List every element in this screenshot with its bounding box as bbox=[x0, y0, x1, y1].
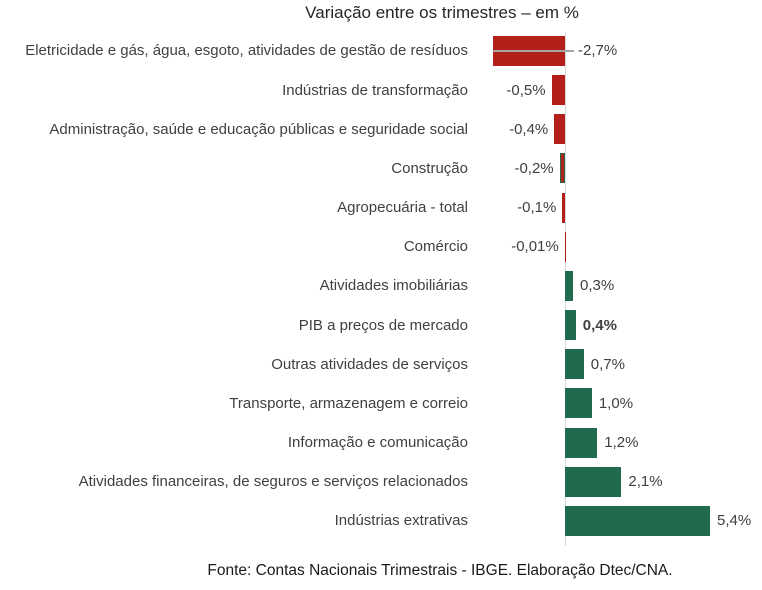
chart-row: Atividades financeiras, de seguros e ser… bbox=[0, 462, 762, 501]
bar-positive bbox=[565, 388, 592, 419]
chart-row: Administração, saúde e educação públicas… bbox=[0, 110, 762, 149]
bar-positive bbox=[565, 427, 598, 458]
bar-positive bbox=[565, 349, 584, 380]
category-label: Indústrias extrativas bbox=[334, 512, 468, 530]
category-label: Indústrias de transformação bbox=[282, 81, 468, 99]
category-label: Comércio bbox=[403, 238, 468, 256]
chart-row: Atividades imobiliárias 0,3% bbox=[0, 266, 762, 305]
chart-row: PIB a preços de mercado 0,4% bbox=[0, 306, 762, 345]
category-label: Administração, saúde e educação públicas… bbox=[49, 120, 468, 138]
bar-negative bbox=[559, 153, 565, 184]
category-label: Construção bbox=[391, 159, 468, 177]
value-label: 0,3% bbox=[580, 277, 615, 295]
bar-positive bbox=[565, 505, 710, 536]
bar-positive bbox=[565, 270, 574, 301]
bar-positive bbox=[565, 466, 622, 497]
value-label: -0,2% bbox=[514, 159, 554, 177]
value-label: -0,1% bbox=[517, 199, 557, 217]
category-label: Eletricidade e gás, água, esgoto, ativid… bbox=[25, 42, 468, 60]
chart-row: Eletricidade e gás, água, esgoto, ativid… bbox=[0, 31, 762, 70]
bar-negative bbox=[562, 192, 565, 223]
value-label: 1,0% bbox=[598, 394, 634, 412]
bar-negative bbox=[551, 75, 565, 106]
category-label: Atividades imobiliárias bbox=[319, 277, 468, 295]
value-label: -0,4% bbox=[509, 120, 549, 138]
plot-area: Eletricidade e gás, água, esgoto, ativid… bbox=[0, 31, 762, 546]
leader-line bbox=[493, 50, 574, 52]
chart-row: Agropecuária - total -0,1% bbox=[0, 188, 762, 227]
value-label: -0,01% bbox=[511, 238, 559, 256]
value-label: -0,5% bbox=[506, 81, 546, 99]
category-label: Transporte, armazenagem e correio bbox=[229, 394, 468, 412]
source-note: Fonte: Contas Nacionais Trimestrais - IB… bbox=[207, 562, 673, 579]
chart-row: Outras atividades de serviços 0,7% bbox=[0, 345, 762, 384]
chart-row: Indústrias extrativas 5,4% bbox=[0, 501, 762, 540]
category-label: Outras atividades de serviços bbox=[271, 355, 468, 373]
chart-title: Variação entre os trimestres – em % bbox=[305, 3, 579, 22]
value-label: 0,7% bbox=[590, 355, 625, 373]
chart-row: Comércio -0,01% bbox=[0, 227, 762, 266]
chart-row: Indústrias de transformação -0,5% bbox=[0, 71, 762, 110]
bar-positive bbox=[565, 310, 576, 341]
value-label: 5,4% bbox=[716, 512, 752, 530]
value-label: 0,4% bbox=[582, 316, 617, 334]
category-label: Agropecuária - total bbox=[337, 199, 468, 217]
bar-negative bbox=[554, 114, 565, 145]
category-label: Informação e comunicação bbox=[287, 434, 468, 452]
value-label: -2,7% bbox=[578, 42, 618, 60]
category-label: Atividades financeiras, de seguros e ser… bbox=[78, 473, 468, 491]
value-label: 2,1% bbox=[628, 473, 663, 491]
chart-row: Transporte, armazenagem e correio 1,0% bbox=[0, 384, 762, 423]
chart-row: Construção -0,2% bbox=[0, 149, 762, 188]
category-label: PIB a preços de mercado bbox=[298, 316, 468, 334]
value-label: 1,2% bbox=[604, 434, 639, 452]
chart-row: Informação e comunicação 1,2% bbox=[0, 423, 762, 462]
